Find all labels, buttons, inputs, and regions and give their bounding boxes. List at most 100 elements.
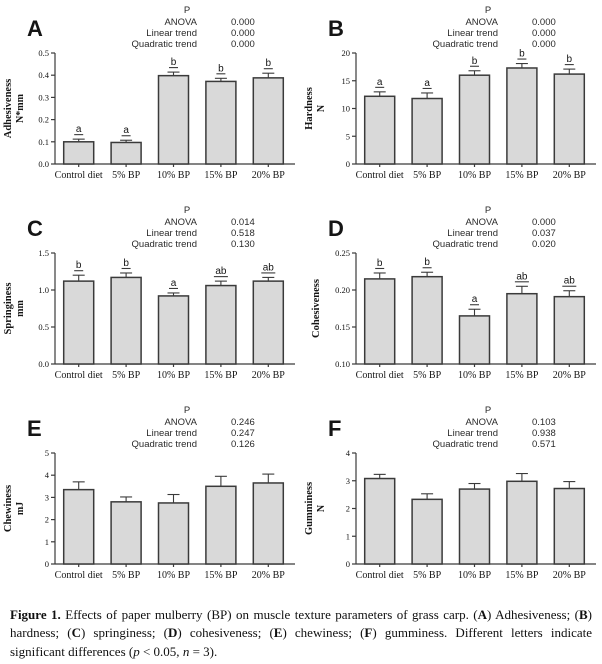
y-axis-unit: N <box>316 104 327 112</box>
x-category-label: 15% BP <box>505 370 539 381</box>
stats-row-label: ANOVA <box>465 17 498 28</box>
x-category-label: Control diet <box>356 570 404 581</box>
bar <box>62 141 95 165</box>
stats-row-label: Quadratic trend <box>433 39 498 50</box>
panel-f: F P ANOVA 0.103 Linear trend 0.938 Quadratic t… <box>301 400 602 600</box>
sig-letter: a <box>76 124 82 135</box>
bar <box>110 141 142 165</box>
panel-letter: F <box>328 416 341 441</box>
panel-a: A P ANOVA 0.000 Linear trend 0.000 Quadratic t… <box>0 0 301 200</box>
stats-row-value: 0.000 <box>532 28 556 39</box>
y-axis-title: Cohesiveness <box>311 279 322 338</box>
y-tick-label: 5 <box>346 131 350 141</box>
panel-c: C P ANOVA 0.014 Linear trend 0.518 Quadratic t… <box>0 200 301 400</box>
x-category-label: Control diet <box>55 370 103 381</box>
panel-letter: E <box>27 416 42 441</box>
stats-row-label: ANOVA <box>164 417 197 428</box>
sig-letter: a <box>377 77 383 88</box>
stats-row-label: ANOVA <box>164 17 197 28</box>
bar <box>252 77 285 165</box>
sig-letter: ab <box>215 266 227 277</box>
sig-letter: a <box>123 125 129 136</box>
bar <box>62 280 95 365</box>
y-tick-label: 1.0 <box>38 285 49 295</box>
figure-caption: Figure 1. Effects of paper mulberry (BP)… <box>0 600 602 664</box>
y-axis-title: Gumminess <box>304 482 315 535</box>
y-tick-label: 0 <box>45 559 49 569</box>
y-tick-label: 0.4 <box>38 70 49 80</box>
x-category-label: 20% BP <box>252 170 286 181</box>
stats-row-label: Linear trend <box>447 428 498 439</box>
bar <box>157 74 190 165</box>
caption-segment: ) springiness; ( <box>80 625 168 641</box>
stats-header: P <box>184 405 190 416</box>
stats-row-value: 0.000 <box>231 39 255 50</box>
y-tick-label: 1.5 <box>38 248 49 258</box>
y-tick-label: 2 <box>346 504 350 514</box>
stats-header: P <box>485 5 491 16</box>
bar <box>553 73 586 165</box>
panel-d: D P ANOVA 0.000 Linear trend 0.037 Quadratic t… <box>301 200 602 400</box>
bar <box>458 74 491 165</box>
stats-row-label: Quadratic trend <box>132 39 197 50</box>
bar <box>411 97 443 165</box>
stats-row-label: Quadratic trend <box>132 239 197 250</box>
y-tick-label: 0.5 <box>38 322 49 332</box>
caption-segment: Effects of paper mulberry (BP) on muscle… <box>60 607 478 622</box>
caption-segment: ) gumminess. Different letters indicate … <box>10 625 593 659</box>
stats-row-value: 0.000 <box>532 39 556 50</box>
bar <box>205 80 237 165</box>
y-axis-unit: mJ <box>15 502 26 515</box>
y-tick-label: 4 <box>45 470 50 480</box>
x-category-label: 5% BP <box>112 570 141 581</box>
x-category-label: Control diet <box>55 570 103 581</box>
bar <box>411 498 443 565</box>
y-tick-label: 2 <box>45 515 49 525</box>
sig-letter: a <box>171 278 177 289</box>
stats-row-label: Linear trend <box>447 228 498 239</box>
x-category-label: 10% BP <box>157 570 191 581</box>
bar <box>205 485 237 565</box>
x-category-label: 15% BP <box>204 570 238 581</box>
y-axis-title: Adhesiveness <box>3 79 14 139</box>
y-tick-label: 0.0 <box>38 159 49 169</box>
stats-row-value: 0.247 <box>231 428 255 439</box>
caption-segment: B <box>578 607 588 622</box>
y-tick-label: 3 <box>45 492 49 502</box>
caption-segment: C <box>71 625 81 641</box>
stats-header: P <box>485 405 491 416</box>
caption-segment: < 0.05, <box>139 643 183 659</box>
bar <box>157 295 190 365</box>
sig-letter: ab <box>564 276 576 287</box>
x-category-label: 5% BP <box>413 370 442 381</box>
x-category-label: 5% BP <box>112 370 141 381</box>
y-tick-label: 1 <box>346 531 350 541</box>
sig-letter: a <box>472 294 478 305</box>
stats-row-value: 0.020 <box>532 239 556 250</box>
y-tick-label: 3 <box>346 476 350 486</box>
y-tick-label: 0.1 <box>38 137 49 147</box>
y-tick-label: 0.2 <box>38 115 49 125</box>
bar <box>506 67 538 165</box>
bar <box>458 488 491 565</box>
x-category-label: 15% BP <box>505 170 539 181</box>
stats-row-value: 0.000 <box>231 17 255 28</box>
bar <box>110 501 142 565</box>
stats-row-label: Quadratic trend <box>433 439 498 450</box>
sig-letter: b <box>76 260 82 271</box>
stats-row-value: 0.103 <box>532 417 556 428</box>
x-category-label: 5% BP <box>112 170 141 181</box>
panel-letter: C <box>27 216 43 241</box>
x-category-label: 15% BP <box>204 370 238 381</box>
stats-row-label: ANOVA <box>164 217 197 228</box>
x-category-label: Control diet <box>356 170 404 181</box>
figure-panels: A P ANOVA 0.000 Linear trend 0.000 Quadratic t… <box>0 0 602 600</box>
y-axis-unit: mm <box>15 300 26 317</box>
x-category-label: 20% BP <box>252 570 286 581</box>
panel-letter: B <box>328 16 344 41</box>
bar <box>157 502 190 565</box>
